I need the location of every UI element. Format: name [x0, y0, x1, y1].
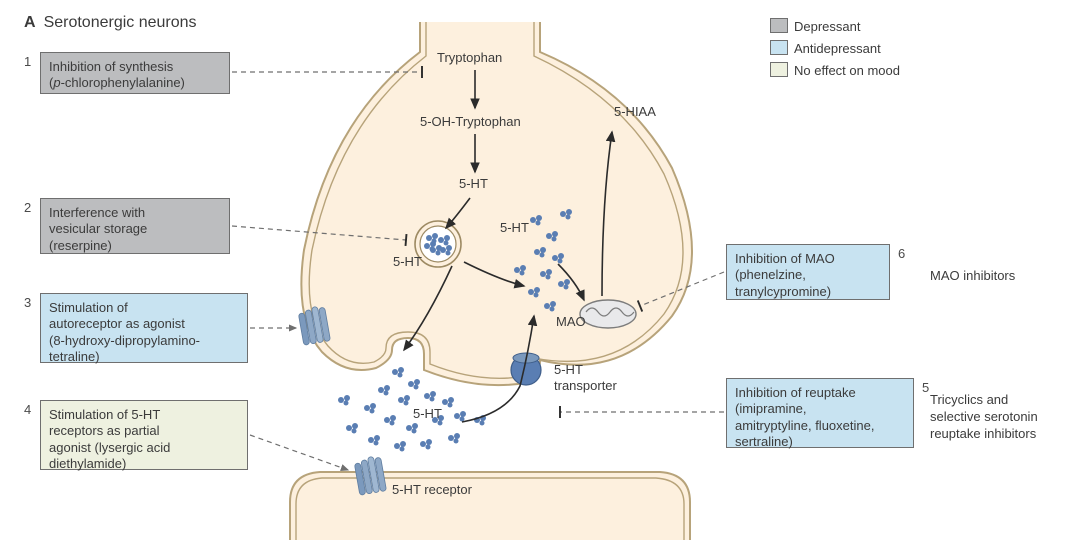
mitochondrion — [580, 300, 636, 328]
label-transporter-1: 5-HT — [554, 362, 583, 377]
label-5oh-tryptophan: 5-OH-Tryptophan — [420, 114, 521, 129]
label-tryptophan: Tryptophan — [437, 50, 502, 65]
label-receptor: 5-HT receptor — [392, 482, 473, 497]
postsynaptic-membrane — [290, 472, 690, 540]
label-5ht-vesicle: 5-HT — [393, 254, 422, 269]
label-transporter-2: transporter — [554, 378, 618, 393]
label-5ht-cyto: 5-HT — [500, 220, 529, 235]
vesicle — [415, 221, 461, 267]
connector-4 — [250, 435, 348, 470]
label-5ht-top: 5-HT — [459, 176, 488, 191]
label-5ht-synapse: 5-HT — [413, 406, 442, 421]
neuron-diagram: Tryptophan 5-OH-Tryptophan 5-HT 5-HT 5-H… — [0, 0, 1080, 540]
presynaptic-terminal — [301, 22, 692, 385]
label-mao: MAO — [556, 314, 586, 329]
label-5hiaa: 5-HIAA — [614, 104, 656, 119]
